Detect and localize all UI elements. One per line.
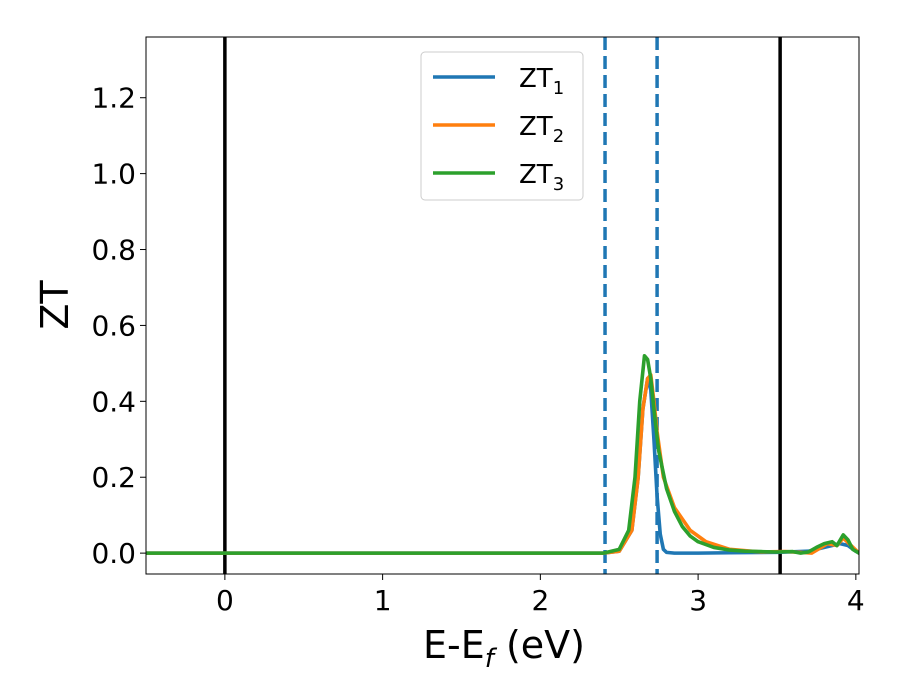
x-tick-label: 4	[847, 584, 865, 617]
legend: ZT1 ZT2 ZT3	[420, 51, 584, 201]
x-tick-label: 0	[216, 584, 234, 617]
x-axis-label-main: E-E	[423, 623, 485, 667]
y-tick-label: 0.8	[91, 234, 136, 267]
x-axis-label-suffix: (eV)	[494, 623, 585, 667]
series-line-zt3	[146, 353, 859, 555]
y-tick-label: 0.0	[91, 537, 136, 570]
legend-label-zt2: ZT2	[519, 112, 564, 147]
y-tick-label: 1.2	[91, 82, 136, 115]
x-tick-label: 1	[374, 584, 392, 617]
series-line-zt1	[146, 376, 859, 555]
legend-label-zt3: ZT3	[519, 160, 564, 195]
plot-area	[145, 36, 860, 575]
legend-box	[420, 51, 584, 201]
series-line-zt2	[146, 372, 859, 555]
x-tick-label: 2	[531, 584, 549, 617]
axis-ticks: 0 1 2 3 4 0.0 0.2 0.4 0.6 0.8 1.0 1.2	[91, 82, 864, 617]
data-layer	[146, 37, 859, 574]
x-axis-label: E-Ef (eV)	[423, 623, 585, 674]
x-tick-label: 3	[689, 584, 707, 617]
legend-label-zt1: ZT1	[519, 64, 564, 99]
y-tick-label: 0.4	[91, 385, 136, 418]
y-tick-label: 0.6	[91, 309, 136, 342]
y-tick-label: 1.0	[91, 158, 136, 191]
axes-frame	[145, 36, 860, 575]
y-axis-label: ZT	[33, 280, 77, 330]
y-tick-label: 0.2	[91, 461, 136, 494]
